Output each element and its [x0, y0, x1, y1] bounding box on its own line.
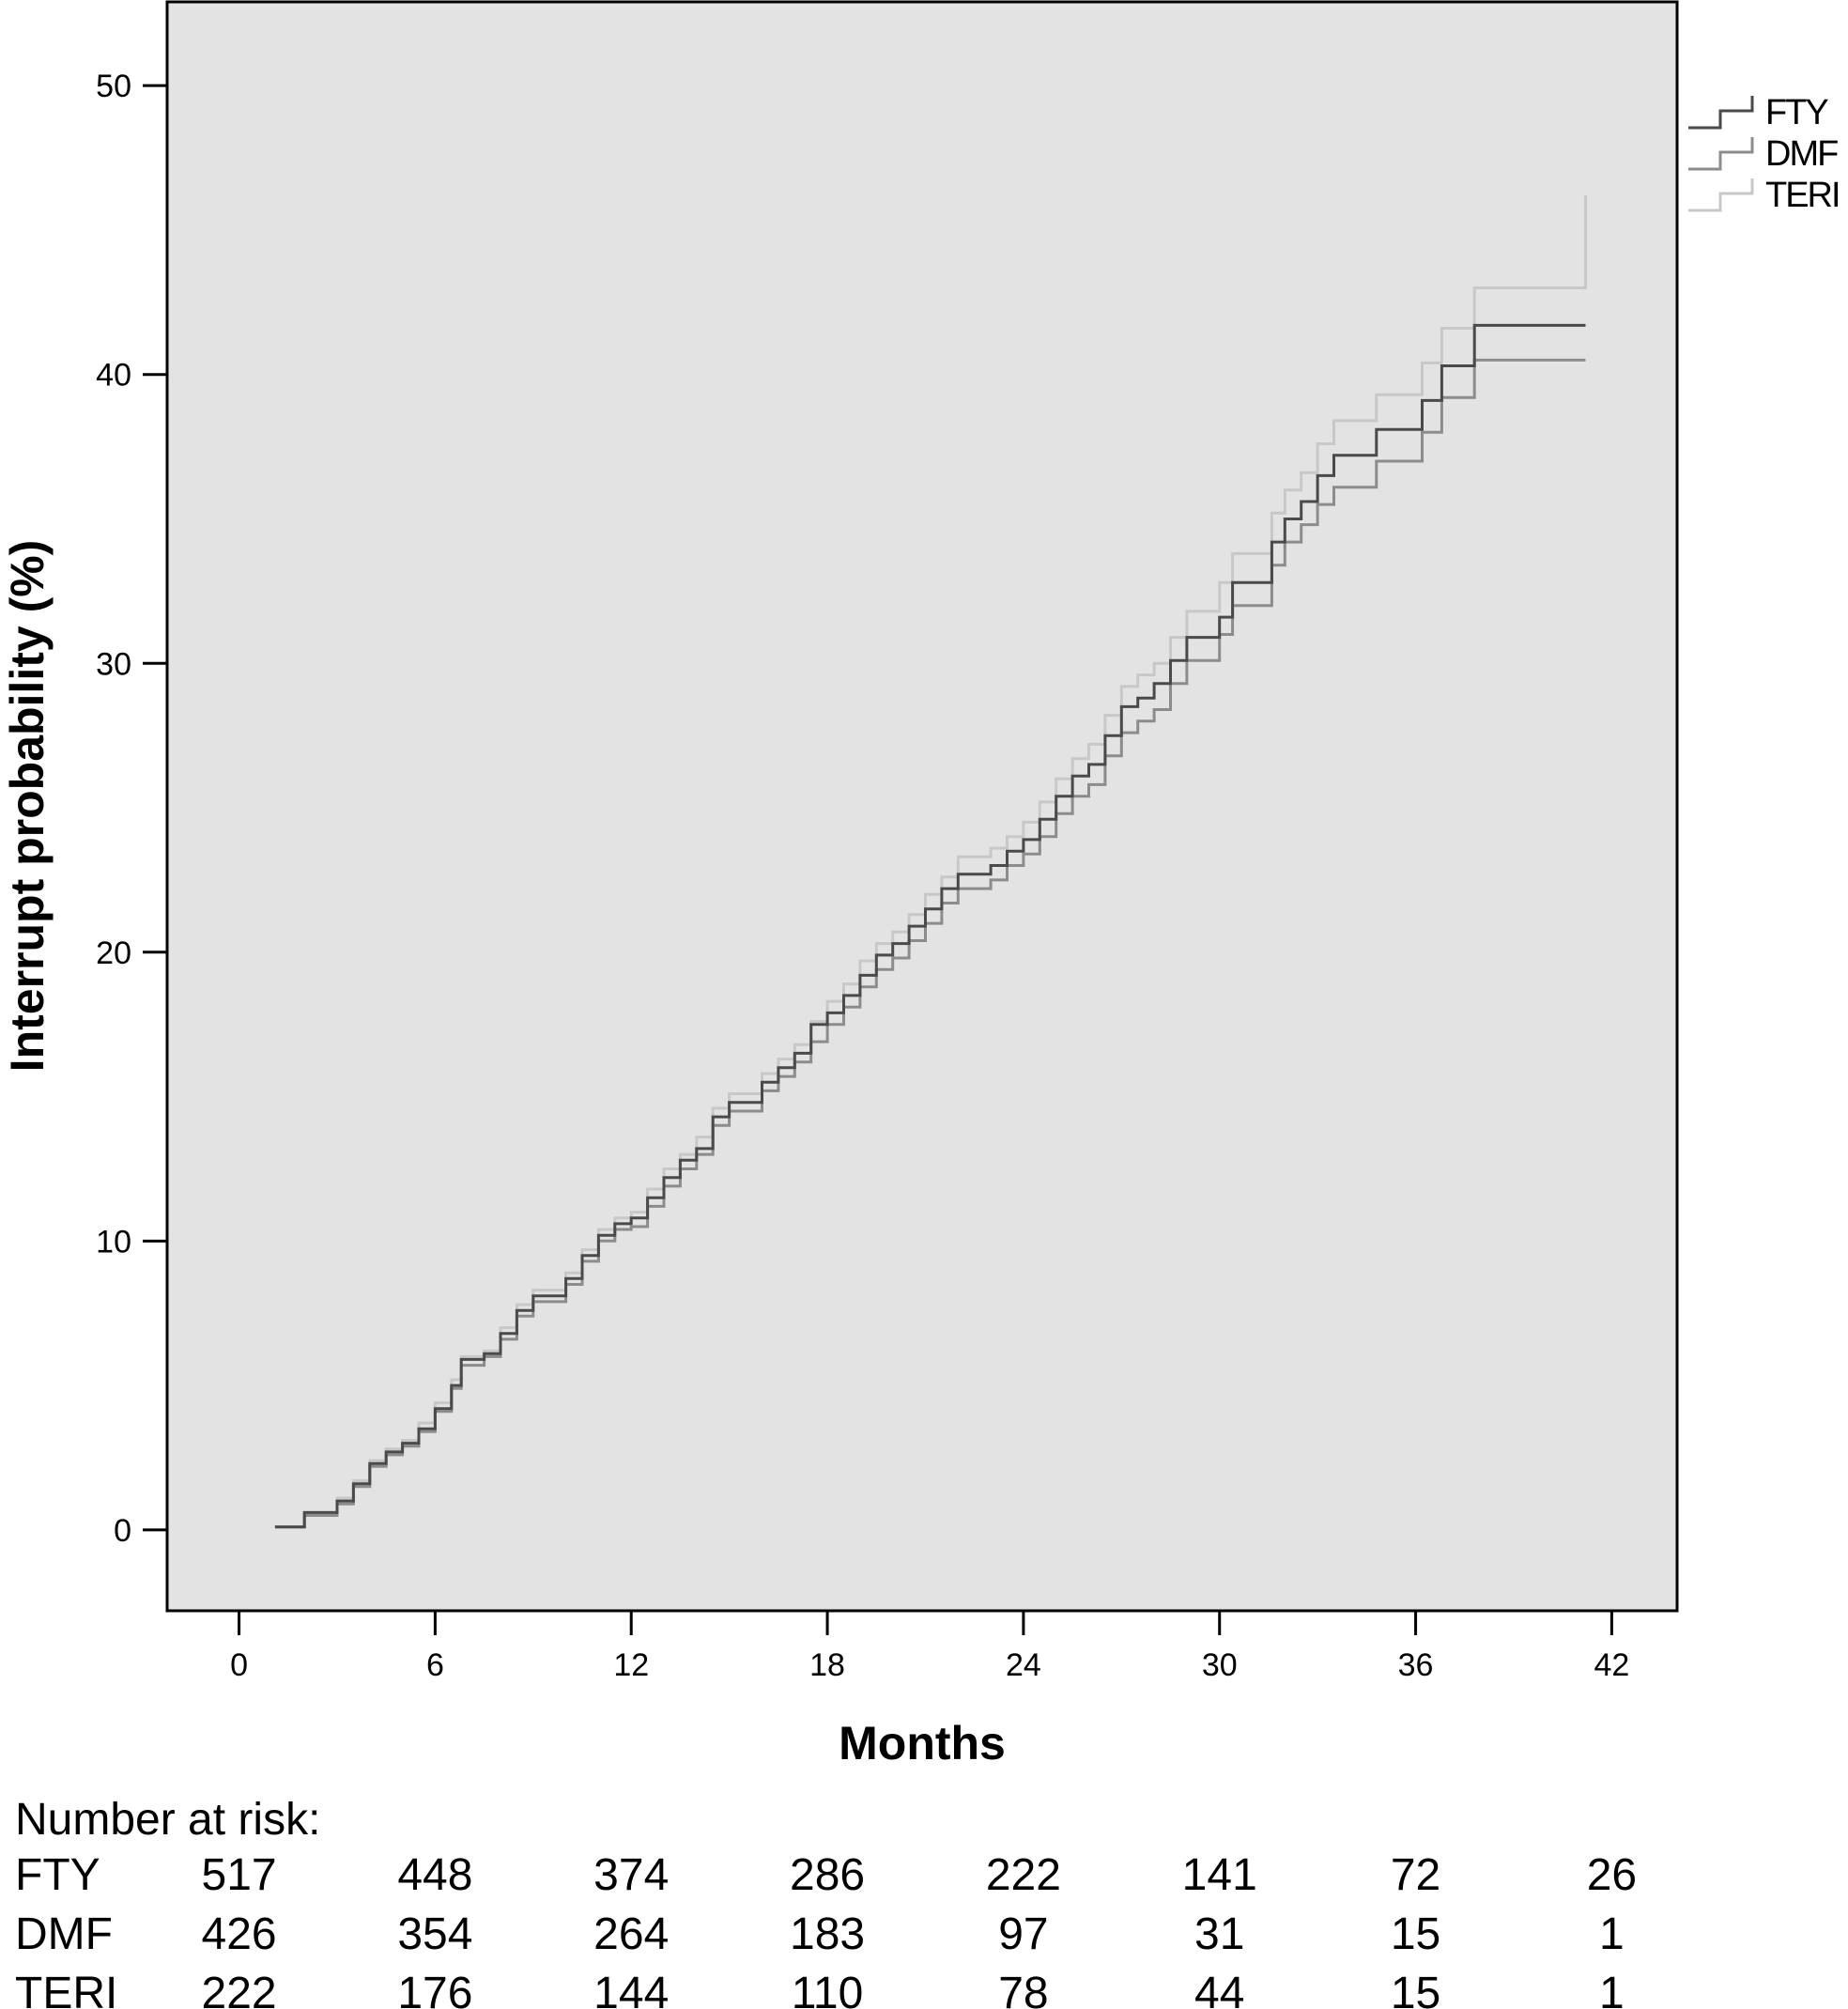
risk-value: 110	[792, 1969, 864, 2009]
risk-value: 286	[790, 1850, 865, 1900]
legend-swatch-dmf	[1688, 137, 1754, 171]
x-tick-label: 36	[1398, 1647, 1434, 1683]
x-tick-label: 6	[426, 1647, 444, 1683]
y-tick-label: 30	[96, 646, 131, 682]
risk-row-label: TERI	[15, 1969, 117, 2009]
axis-layer: 0 10 20 30 40 50 0 6 12 18 24 30 36 42	[96, 69, 1629, 1683]
risk-value: 26	[1587, 1850, 1637, 1900]
x-axis-title: Months	[839, 1717, 1006, 1769]
x-tick-label: 30	[1202, 1647, 1238, 1683]
number-at-risk-title: Number at risk:	[15, 1795, 320, 1845]
plot-area	[165, 0, 1679, 1613]
risk-value: 354	[397, 1909, 472, 1959]
risk-value: 1	[1599, 1969, 1625, 2009]
risk-value: 426	[202, 1909, 277, 1959]
number-at-risk-table: Number at risk: FTY 517 448 374 286 222 141 72 2…	[15, 1795, 1637, 2009]
x-tick-label: 42	[1594, 1647, 1629, 1683]
risk-value: 222	[986, 1850, 1061, 1900]
risk-value: 31	[1194, 1909, 1244, 1959]
risk-value: 1	[1599, 1909, 1625, 1959]
y-tick-label: 50	[96, 69, 131, 104]
series-layer	[274, 195, 1587, 1529]
risk-value: 78	[998, 1969, 1048, 2009]
y-tick-label: 20	[96, 935, 131, 971]
series-line-fty	[274, 323, 1586, 1529]
legend-label-fty: FTY	[1765, 93, 1828, 132]
y-axis-title: Interrupt probability (%)	[1, 540, 54, 1073]
risk-value: 517	[202, 1850, 277, 1900]
risk-value: 183	[790, 1909, 865, 1959]
legend-label-dmf: DMF	[1765, 134, 1838, 174]
risk-value: 176	[397, 1969, 472, 2009]
legend-swatch-teri	[1688, 178, 1754, 212]
risk-value: 222	[202, 1969, 277, 2009]
series-line-dmf	[274, 358, 1586, 1529]
risk-value: 448	[397, 1850, 472, 1900]
y-tick-label: 0	[114, 1513, 131, 1549]
risk-value: 15	[1391, 1969, 1440, 2009]
x-tick-label: 12	[613, 1647, 649, 1683]
risk-value: 44	[1194, 1969, 1244, 2009]
y-tick-label: 10	[96, 1224, 131, 1259]
risk-value: 141	[1182, 1850, 1257, 1900]
legend-swatch-fty	[1688, 96, 1754, 130]
risk-value: 97	[998, 1909, 1048, 1959]
risk-value: 72	[1391, 1850, 1440, 1900]
x-tick-label: 24	[1006, 1647, 1041, 1683]
risk-row-label: FTY	[15, 1850, 100, 1900]
legend-label-teri: TERI	[1765, 176, 1840, 215]
risk-value: 264	[593, 1909, 669, 1959]
x-tick-label: 0	[230, 1647, 248, 1683]
risk-value: 374	[593, 1850, 669, 1900]
x-tick-label: 18	[809, 1647, 845, 1683]
risk-value: 15	[1391, 1909, 1440, 1959]
y-tick-label: 40	[96, 358, 131, 394]
risk-value: 144	[593, 1969, 669, 2009]
risk-row-label: DMF	[15, 1909, 113, 1959]
